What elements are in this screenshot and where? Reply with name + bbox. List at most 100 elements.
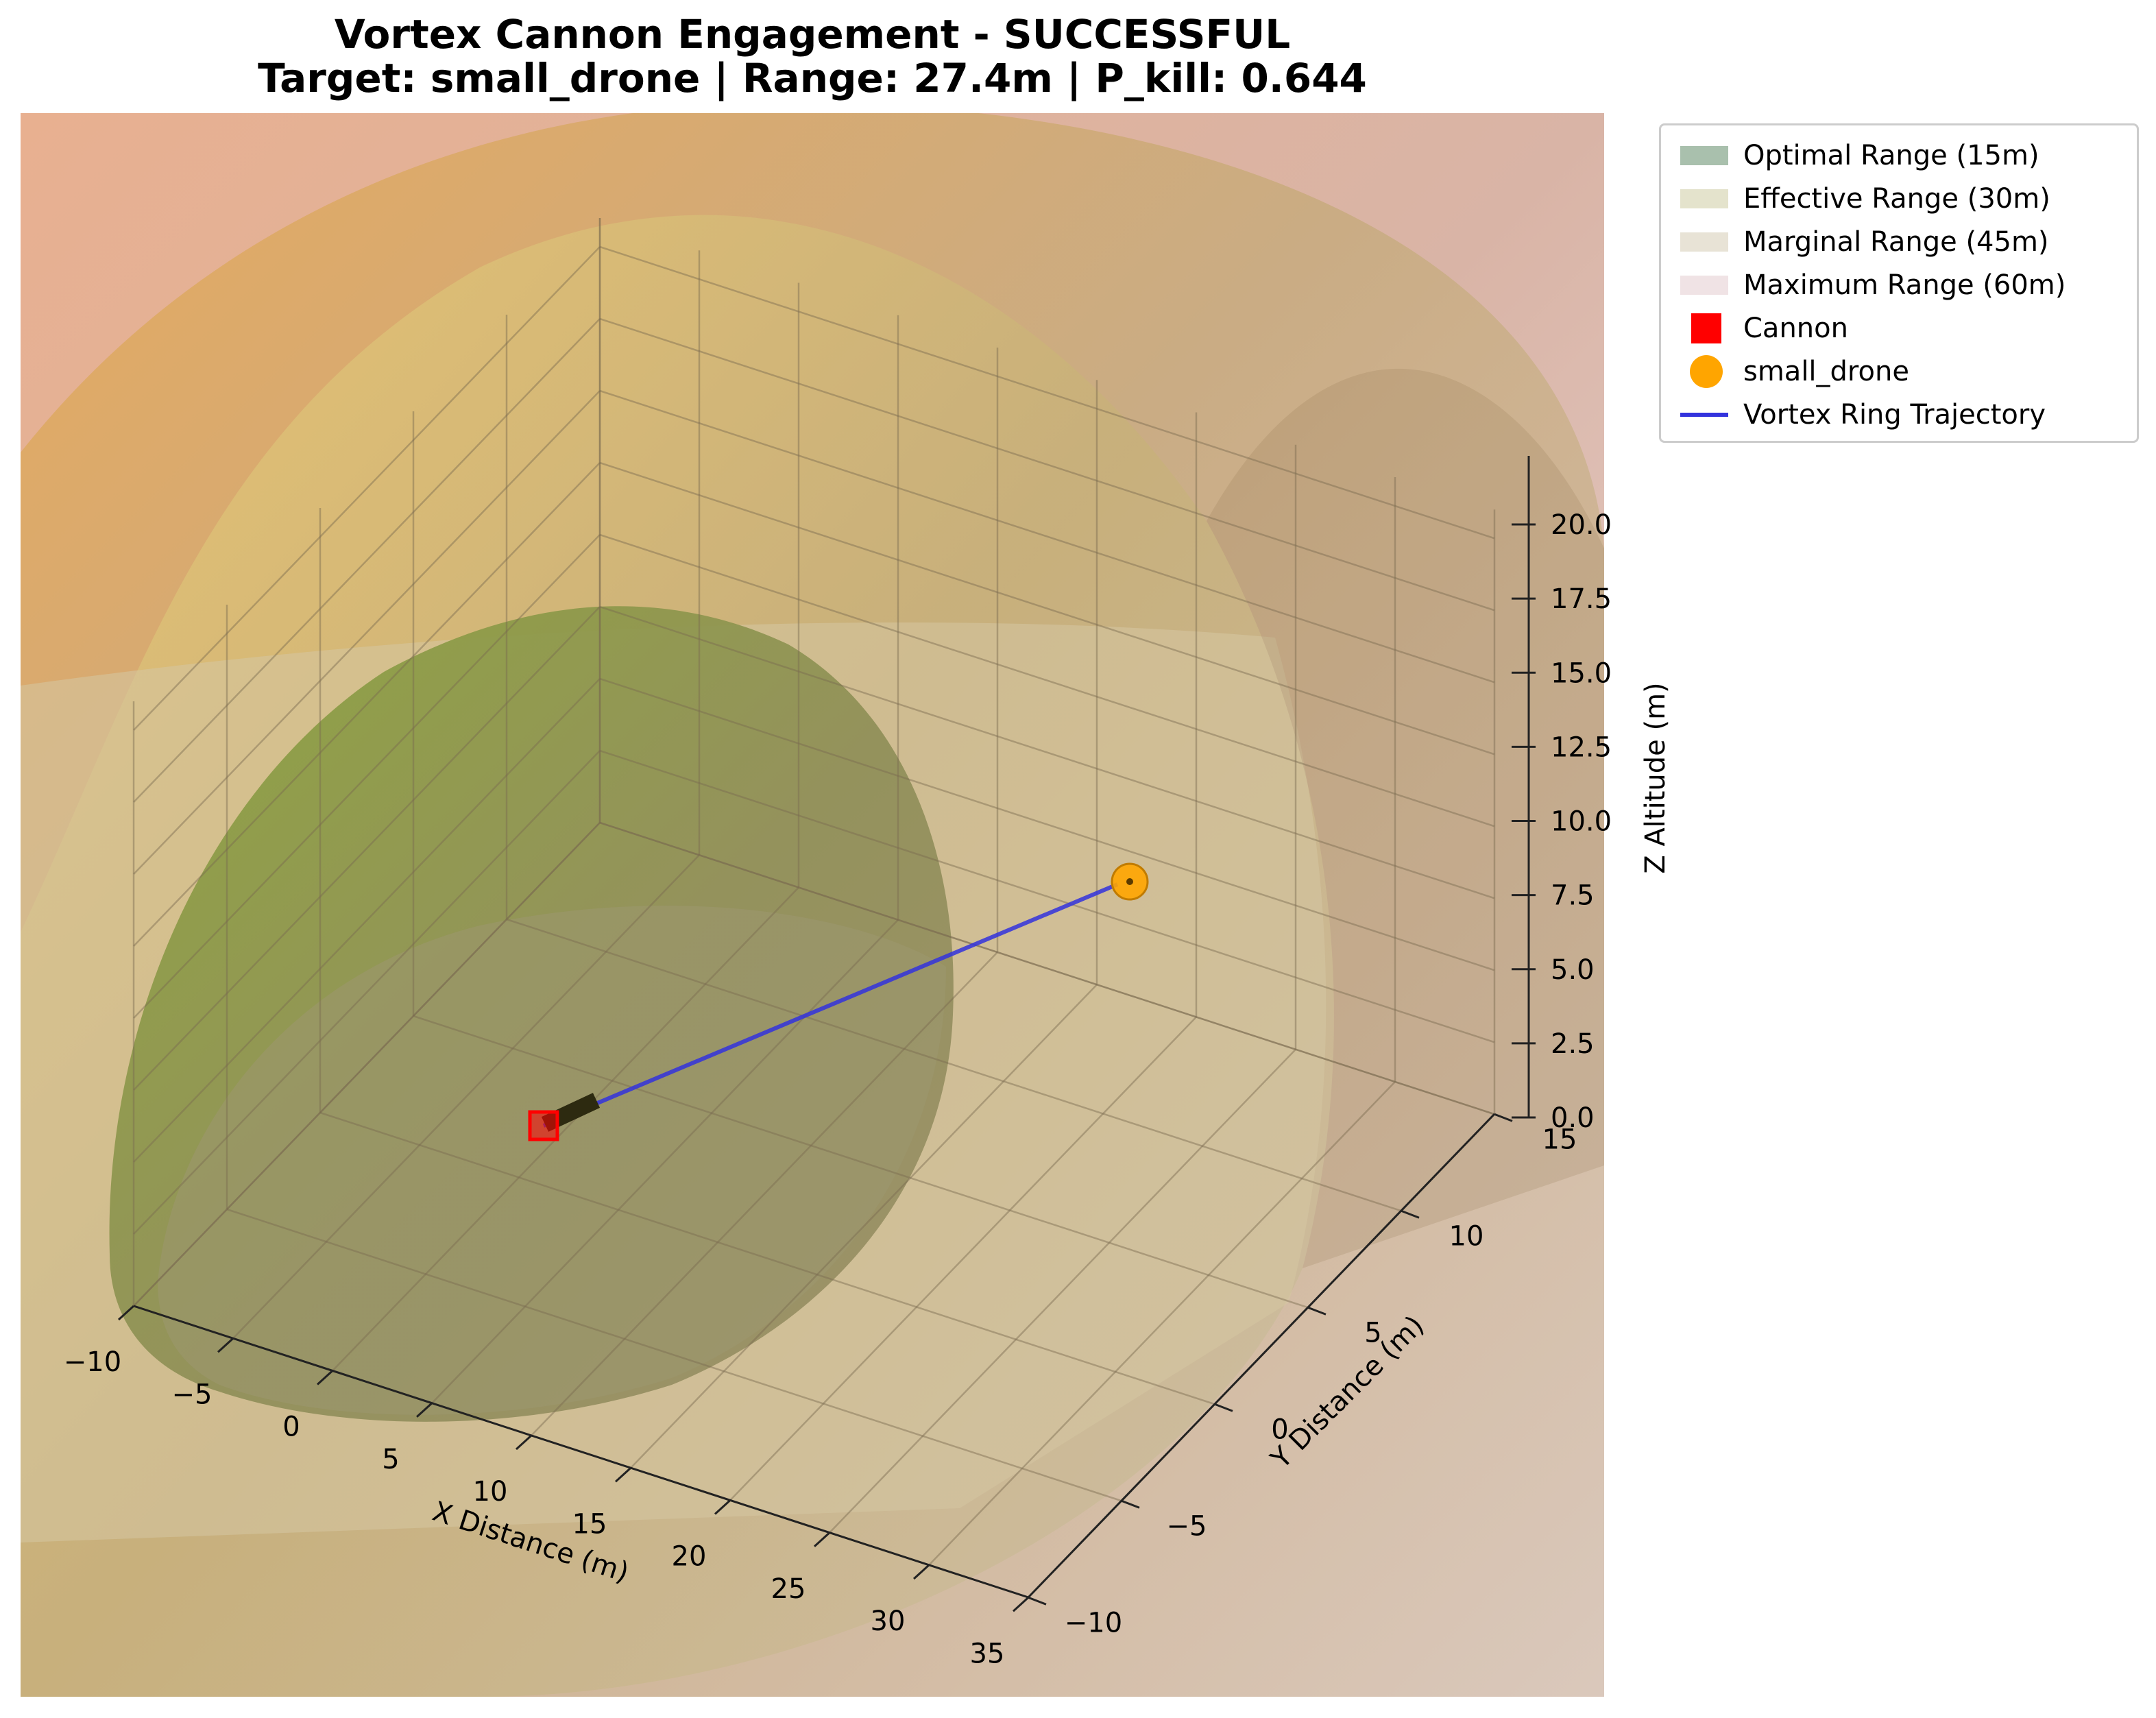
legend-label: Maximum Range (60m) xyxy=(1743,269,2066,301)
grid-line-floor-y xyxy=(413,1015,1309,1309)
x-tick-mark xyxy=(515,1434,533,1451)
chart-title-line2: Target: small_drone | Range: 27.4m | P_k… xyxy=(258,55,1367,101)
grid-line-floor-x xyxy=(232,854,700,1340)
y-tick-label: −10 xyxy=(1065,1607,1122,1638)
grid-line-floor-x xyxy=(630,984,1098,1469)
grid-line-floor-x xyxy=(431,919,899,1404)
y-tick-mark xyxy=(1214,1403,1233,1412)
grid-line-floor-x xyxy=(729,1016,1197,1501)
grid-line-side-z xyxy=(133,534,601,1019)
legend-item: Vortex Ring Trajectory xyxy=(1680,394,2046,435)
grid-line-back-z xyxy=(599,317,1495,612)
x-tick-mark xyxy=(1012,1597,1030,1612)
x-tick-mark xyxy=(813,1532,831,1547)
x-tick-label: 5 xyxy=(382,1444,399,1475)
sphere-optimal-inner-face xyxy=(158,906,946,1415)
z-tick-label: 17.5 xyxy=(1551,583,1612,615)
z-tick-label: 15.0 xyxy=(1551,657,1612,689)
x-tick-label: 10 xyxy=(473,1476,508,1508)
grid-line-floor-x xyxy=(531,952,998,1436)
target-center-dot xyxy=(1126,878,1133,885)
grid-line-back-z xyxy=(599,821,1495,1115)
grid-line-back-z xyxy=(599,677,1495,971)
grid-line-side-z xyxy=(133,750,601,1235)
grid-line-floor-y xyxy=(599,821,1495,1115)
y-tick-mark xyxy=(1401,1209,1420,1219)
grid-line-back-z xyxy=(599,389,1495,683)
legend-item: Maximum Range (60m) xyxy=(1680,265,2066,306)
y-tick-mark xyxy=(1121,1499,1140,1509)
legend-item: Cannon xyxy=(1680,308,1848,349)
legend-label: Vortex Ring Trajectory xyxy=(1743,399,2046,431)
z-tick-label: 0.0 xyxy=(1551,1102,1595,1134)
legend-label: Marginal Range (45m) xyxy=(1743,226,2049,258)
grid-line-back-z xyxy=(599,749,1495,1043)
z-tick-label: 20.0 xyxy=(1551,509,1612,541)
legend: Optimal Range (15m) Effective Range (30m)… xyxy=(1659,123,2139,443)
legend-symbol-patch xyxy=(1680,178,1728,219)
grid-line-back-z xyxy=(599,245,1495,540)
x-tick-label: 30 xyxy=(871,1606,906,1637)
axes xyxy=(133,456,1530,1599)
chart-title: Vortex Cannon Engagement - SUCCESSFUL Ta… xyxy=(21,12,1604,100)
data-marks xyxy=(528,862,1149,1141)
y-ticks: −10 −5 0 5 10 15 xyxy=(1028,1113,1577,1638)
grid-line-side-z xyxy=(133,822,601,1307)
x-axis-line xyxy=(133,1305,1029,1599)
y-tick-label: 5 xyxy=(1364,1317,1381,1348)
y-axis-line xyxy=(1027,1113,1496,1599)
x-tick-mark xyxy=(117,1305,135,1321)
y-tick-label: −5 xyxy=(1167,1510,1207,1542)
legend-symbol-patch xyxy=(1680,135,1728,176)
z-tick-label: 7.5 xyxy=(1551,880,1595,912)
grid-line-floor-x xyxy=(928,1081,1396,1566)
grid-line-floor-x xyxy=(332,886,799,1372)
legend-label: Effective Range (30m) xyxy=(1743,183,2050,215)
z-tick-label: 10.0 xyxy=(1551,806,1612,838)
grid-line-side-z xyxy=(133,606,601,1091)
x-tick-label: −10 xyxy=(64,1346,121,1378)
z-ticks: 0.0 2.5 5.0 7.5 10.0 12.5 15.0 17.5 20.0 xyxy=(1512,509,1612,1134)
legend-item: small_drone xyxy=(1680,351,1909,392)
grid-line-back-z xyxy=(599,533,1495,827)
z-axis-label: Z Altitude (m) xyxy=(1640,682,1671,873)
legend-item: Optimal Range (15m) xyxy=(1680,135,2039,176)
trajectory-line xyxy=(542,882,1119,1128)
legend-label: small_drone xyxy=(1743,356,1909,387)
y-tick-mark xyxy=(1028,1596,1047,1606)
z-tick-label: 2.5 xyxy=(1551,1028,1595,1060)
x-tick-mark xyxy=(714,1499,731,1515)
grid-line-floor-y xyxy=(319,1111,1215,1405)
cannon-marker xyxy=(528,1110,559,1141)
y-tick-label: 10 xyxy=(1449,1220,1484,1252)
y-tick-label: 15 xyxy=(1542,1124,1577,1155)
y-tick-mark xyxy=(1307,1306,1327,1316)
x-tick-mark xyxy=(614,1467,632,1483)
legend-symbol-circle xyxy=(1680,351,1728,392)
y-tick-label: 0 xyxy=(1271,1414,1288,1445)
legend-label: Optimal Range (15m) xyxy=(1743,140,2039,171)
z-tick-label: 5.0 xyxy=(1551,954,1595,986)
x-tick-mark xyxy=(217,1338,234,1353)
grid-line-side-z xyxy=(133,678,601,1163)
legend-label: Cannon xyxy=(1743,313,1848,344)
grid-line-side-z xyxy=(133,246,601,731)
x-tick-mark xyxy=(316,1370,334,1386)
x-tick-label: 0 xyxy=(282,1412,300,1443)
legend-symbol-patch xyxy=(1680,265,1728,306)
chart-title-line1: Vortex Cannon Engagement - SUCCESSFUL xyxy=(334,11,1291,58)
grid-line-floor-y xyxy=(226,1208,1122,1502)
y-tick-mark xyxy=(1494,1113,1513,1122)
grid-line-floor-y xyxy=(506,918,1402,1212)
legend-symbol-square xyxy=(1680,308,1728,349)
grid-line-side-z xyxy=(133,318,601,803)
x-tick-label: 35 xyxy=(970,1638,1005,1669)
x-ticks: −10 −5 0 5 10 15 20 25 30 35 xyxy=(64,1305,1030,1669)
grid-line-side-z xyxy=(133,462,601,947)
legend-item: Effective Range (30m) xyxy=(1680,178,2050,219)
grid-line-floor-x xyxy=(829,1048,1296,1534)
legend-symbol-line xyxy=(1680,394,1728,435)
grid-line-back-z xyxy=(599,461,1495,755)
x-tick-mark xyxy=(912,1564,930,1580)
